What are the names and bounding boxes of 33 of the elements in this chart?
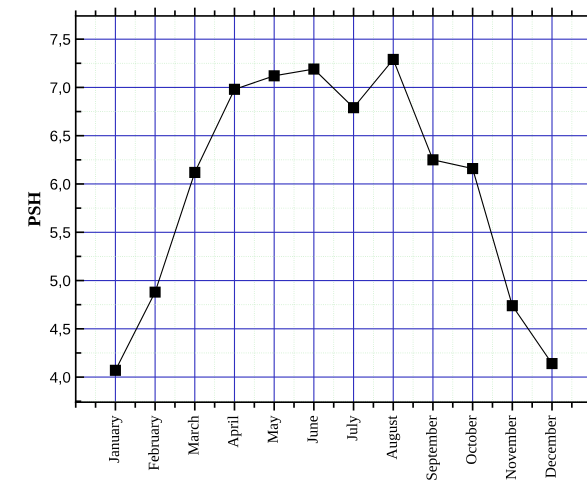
y-tick-label: 7,5	[50, 34, 70, 47]
point	[388, 54, 399, 65]
point	[189, 166, 200, 178]
point	[506, 300, 518, 312]
point	[150, 286, 161, 298]
x-tick-label: May	[268, 415, 282, 443]
point	[110, 364, 121, 376]
point	[228, 84, 240, 95]
y-tick-label: 5,0	[50, 275, 70, 288]
point	[467, 162, 478, 174]
y-tick-label: 6,5	[50, 130, 70, 144]
x-tick-label: June	[308, 416, 318, 444]
x-tick-label: September	[426, 416, 440, 480]
point	[308, 64, 320, 75]
x-tick-label: January	[109, 415, 122, 463]
x-tick-label: October	[466, 416, 476, 464]
point	[348, 102, 360, 114]
y-tick-label: 7,0	[50, 82, 70, 95]
x-tick-label: March	[188, 416, 199, 455]
point	[427, 154, 438, 166]
y-axis-title: PSH	[28, 192, 40, 226]
y-tick-label: 6,0	[50, 178, 70, 192]
x-tick-label: November	[505, 416, 516, 480]
y-tick-label: 4,0	[50, 372, 70, 385]
point	[268, 70, 280, 82]
x-tick-label: August	[386, 415, 400, 460]
y-tick-label: 5,5	[50, 227, 70, 240]
x-tick-label: April	[228, 416, 242, 448]
y-tick-label: 4,5	[50, 324, 70, 336]
x-tick-label: December	[545, 416, 556, 478]
x-tick-label: February	[148, 415, 162, 470]
x-tick-label: July	[346, 415, 361, 441]
point	[546, 358, 558, 370]
